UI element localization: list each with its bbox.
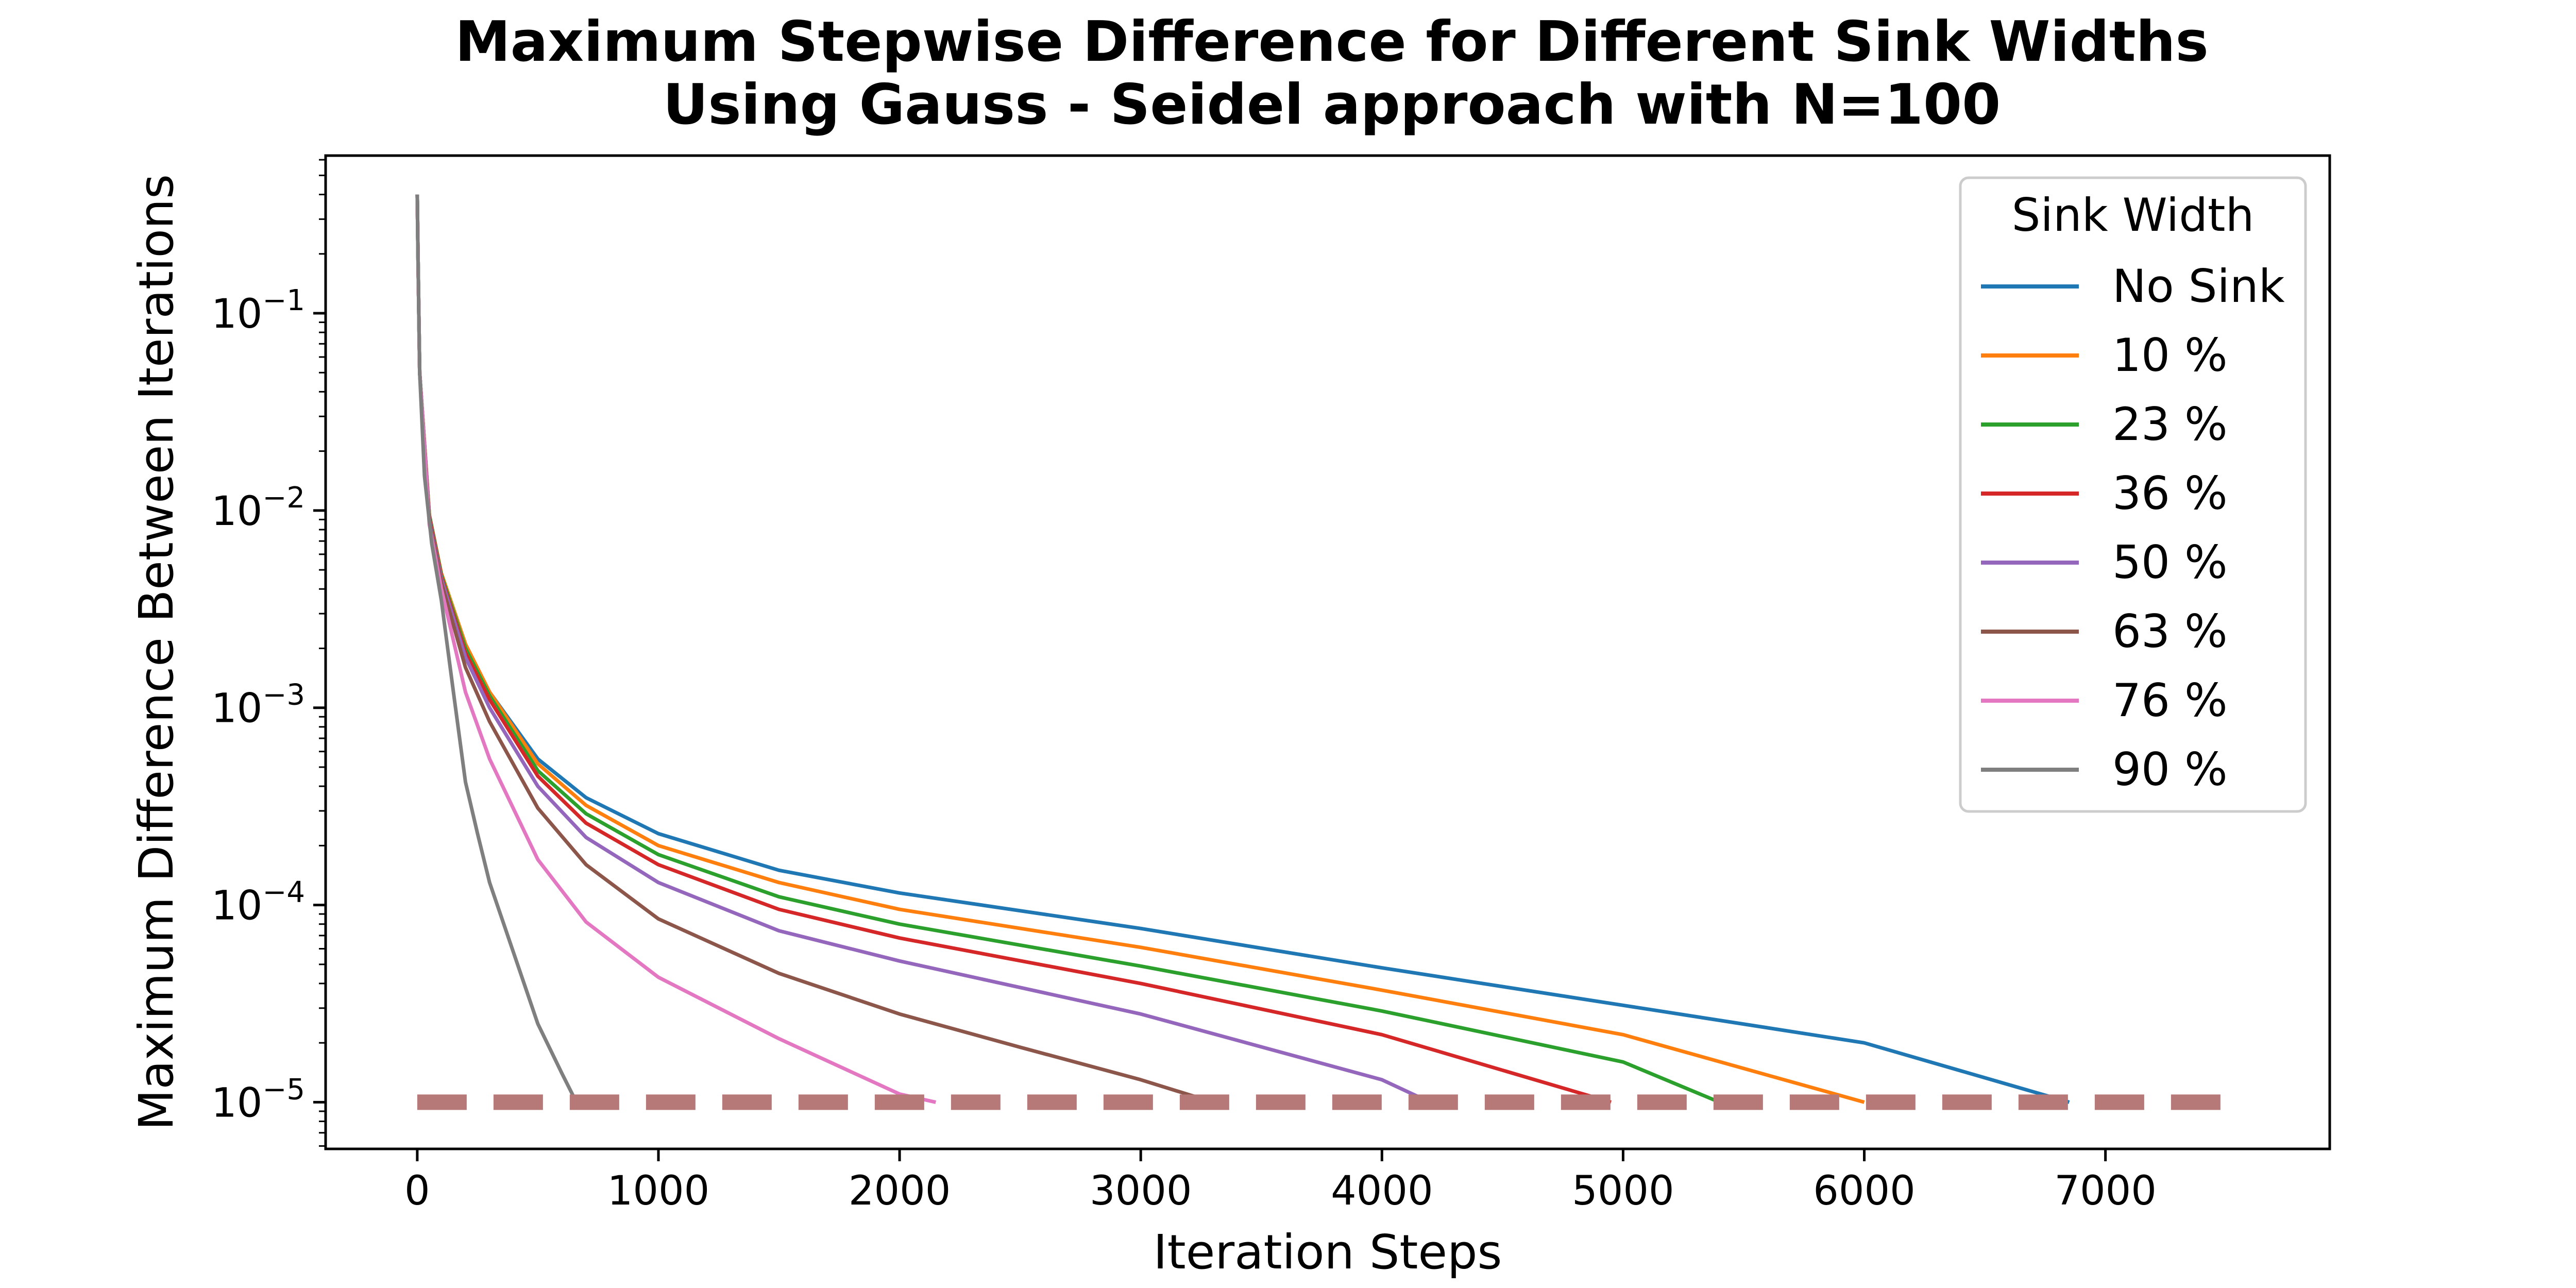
x-tick-label: 7000 bbox=[2054, 1168, 2157, 1214]
y-axis-label: Maximum Difference Between Iterations bbox=[129, 174, 184, 1130]
chart-title-line1: Maximum Stepwise Difference for Differen… bbox=[455, 10, 2209, 74]
y-tick-base: 10 bbox=[211, 883, 262, 929]
x-tick-label: 2000 bbox=[849, 1168, 951, 1214]
legend-label-5: 63 % bbox=[2112, 605, 2228, 658]
y-tick-label: 10−5 bbox=[211, 1073, 305, 1126]
legend-label-4: 50 % bbox=[2112, 536, 2228, 589]
legend-label-2: 23 % bbox=[2112, 398, 2228, 451]
x-axis-label: Iteration Steps bbox=[1154, 1225, 1502, 1280]
chart-title-line2: Using Gauss - Seidel approach with N=100 bbox=[663, 73, 2001, 137]
legend-label-1: 10 % bbox=[2112, 329, 2228, 382]
y-tick-label: 10−2 bbox=[211, 481, 305, 535]
legend-title: Sink Width bbox=[2012, 189, 2255, 242]
legend-label-3: 36 % bbox=[2112, 467, 2228, 520]
series-line-7 bbox=[415, 194, 578, 1103]
plot-series-group bbox=[415, 194, 2070, 1104]
y-tick-exponent: −2 bbox=[262, 481, 305, 515]
y-tick-exponent: −4 bbox=[262, 876, 305, 909]
y-tick-label: 10−3 bbox=[211, 679, 305, 732]
legend-entries: No Sink 10 % 23 % 36 % 50 % 63 % 76 % 90 % bbox=[1981, 260, 2285, 796]
x-tick-label: 4000 bbox=[1331, 1168, 1433, 1214]
legend-box bbox=[1959, 176, 2307, 813]
y-tick-label: 10−1 bbox=[211, 284, 305, 337]
legend-label-6: 76 % bbox=[2112, 674, 2228, 727]
y-tick-exponent: −1 bbox=[262, 284, 305, 317]
x-tick-label: 1000 bbox=[607, 1168, 710, 1214]
x-tick-label: 0 bbox=[404, 1168, 430, 1214]
x-axis-ticks: 0 1000 2000 3000 4000 5000 6000 7000 bbox=[404, 1149, 2157, 1214]
y-tick-base: 10 bbox=[211, 686, 262, 732]
y-tick-base: 10 bbox=[211, 1080, 262, 1126]
x-tick-label: 3000 bbox=[1090, 1168, 1192, 1214]
legend: Sink Width No Sink 10 % 23 % 36 % 50 % 63 % 76… bbox=[1959, 176, 2307, 813]
legend-label-0: No Sink bbox=[2112, 260, 2285, 313]
y-tick-exponent: −3 bbox=[262, 679, 305, 712]
x-tick-label: 6000 bbox=[1813, 1168, 1916, 1214]
y-tick-label: 10−4 bbox=[211, 876, 305, 929]
y-tick-base: 10 bbox=[211, 291, 262, 337]
x-tick-label: 5000 bbox=[1572, 1168, 1674, 1214]
plot-area-frame bbox=[324, 154, 2331, 1150]
y-tick-exponent: −5 bbox=[262, 1073, 305, 1106]
y-tick-base: 10 bbox=[211, 488, 262, 535]
legend-label-7: 90 % bbox=[2112, 743, 2228, 796]
y-axis-ticks: 10−110−210−310−410−5 bbox=[211, 159, 326, 1147]
